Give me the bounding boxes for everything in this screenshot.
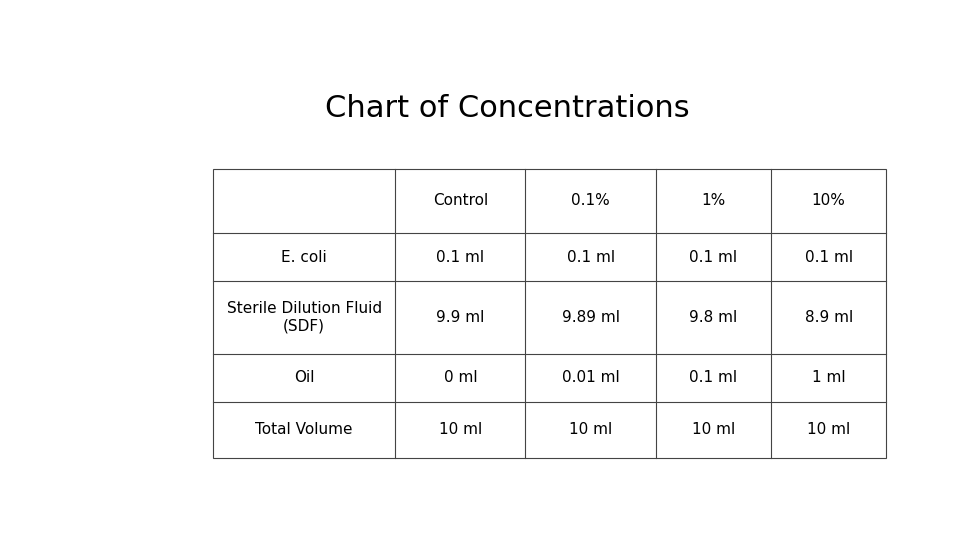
Text: 0 ml: 0 ml — [444, 370, 477, 385]
Text: 10 ml: 10 ml — [807, 422, 851, 437]
Text: 10%: 10% — [812, 193, 846, 208]
Text: 10 ml: 10 ml — [439, 422, 482, 437]
Text: Oil: Oil — [294, 370, 314, 385]
Text: 1%: 1% — [701, 193, 726, 208]
Text: Sterile Dilution Fluid
(SDF): Sterile Dilution Fluid (SDF) — [227, 301, 382, 334]
Text: 0.1 ml: 0.1 ml — [804, 249, 852, 265]
Text: 10 ml: 10 ml — [569, 422, 612, 437]
Text: 10 ml: 10 ml — [692, 422, 735, 437]
Text: 0.1 ml: 0.1 ml — [566, 249, 614, 265]
Text: 0.1 ml: 0.1 ml — [689, 249, 737, 265]
Text: 0.01 ml: 0.01 ml — [562, 370, 619, 385]
Text: 8.9 ml: 8.9 ml — [804, 310, 852, 325]
Text: E. coli: E. coli — [281, 249, 327, 265]
Text: 9.89 ml: 9.89 ml — [562, 310, 619, 325]
Text: Control: Control — [433, 193, 488, 208]
Text: 9.9 ml: 9.9 ml — [436, 310, 485, 325]
Text: Total Volume: Total Volume — [255, 422, 353, 437]
Text: 1 ml: 1 ml — [812, 370, 846, 385]
Text: 0.1%: 0.1% — [571, 193, 610, 208]
Text: 9.8 ml: 9.8 ml — [689, 310, 737, 325]
Text: 0.1 ml: 0.1 ml — [436, 249, 485, 265]
Text: Chart of Concentrations: Chart of Concentrations — [324, 94, 689, 123]
Text: 0.1 ml: 0.1 ml — [689, 370, 737, 385]
